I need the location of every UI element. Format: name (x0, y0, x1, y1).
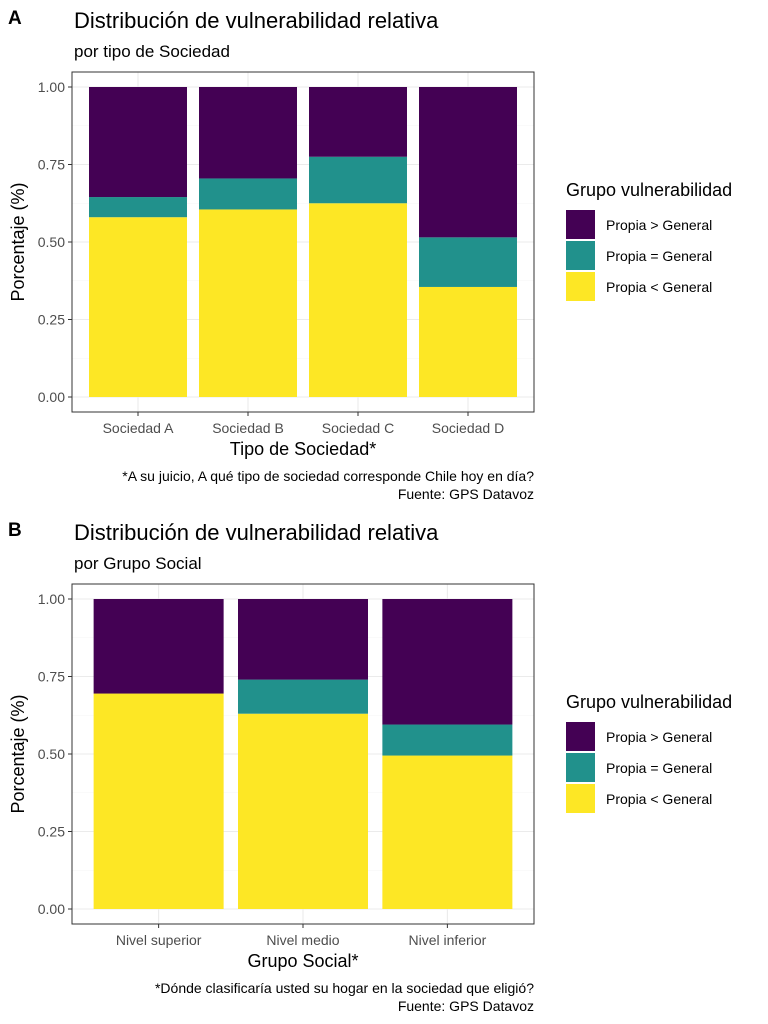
x-axis-title: Grupo Social* (247, 951, 358, 971)
bar-segment (309, 87, 407, 157)
y-tick-label: 0.50 (38, 234, 65, 250)
legend-key (566, 784, 595, 813)
legend-key (566, 241, 595, 270)
legend-key (566, 210, 595, 239)
y-tick-label: 0.25 (38, 824, 65, 840)
y-tick-label: 0.25 (38, 312, 65, 328)
bar-segment (199, 178, 297, 210)
legend-label: Propia < General (606, 791, 712, 807)
bar-segment (238, 599, 368, 680)
panel-label: B (8, 520, 22, 541)
bar-segment (199, 87, 297, 179)
x-tick-label: Sociedad C (322, 420, 394, 436)
y-tick-label: 1.00 (38, 591, 65, 607)
caption-source: Fuente: GPS Datavoz (398, 998, 534, 1014)
bar-segment (419, 286, 517, 397)
bar-segment (93, 599, 224, 694)
bar-segment (419, 237, 517, 287)
chart-subtitle: por Grupo Social (74, 554, 202, 573)
chart-title: Distribución de vulnerabilidad relativa (74, 520, 439, 545)
bar-segment (89, 197, 187, 218)
x-tick-label: Nivel medio (266, 932, 339, 948)
bar-segment (93, 693, 224, 909)
legend-label: Propia > General (606, 217, 712, 233)
y-axis-title: Porcentaje (%) (8, 182, 28, 301)
bar-segment (89, 87, 187, 198)
bar-segment (382, 599, 513, 725)
legend-key (566, 722, 595, 751)
legend: Grupo vulnerabilidad Propia > General Prop… (566, 180, 732, 301)
y-tick-label: 1.00 (38, 79, 65, 95)
caption-question: *Dónde clasificaría usted su hogar en la… (155, 980, 534, 996)
legend-key (566, 753, 595, 782)
chart-title: Distribución de vulnerabilidad relativa (74, 8, 439, 33)
chart-panel-a: A Distribución de vulnerabilidad relativa… (8, 8, 732, 502)
bar-segment (419, 87, 517, 238)
y-tick-label: 0.00 (38, 389, 65, 405)
bar-segment (309, 203, 407, 397)
y-tick-label: 0.00 (38, 901, 65, 917)
caption-source: Fuente: GPS Datavoz (398, 486, 534, 502)
x-tick-label: Sociedad A (103, 420, 174, 436)
bar-segment (199, 209, 297, 397)
bar-segment (89, 217, 187, 397)
x-axis-title: Tipo de Sociedad* (230, 439, 376, 459)
chart-subtitle: por tipo de Sociedad (74, 42, 230, 61)
legend-label: Propia > General (606, 729, 712, 745)
legend: Grupo vulnerabilidad Propia > General Prop… (566, 692, 732, 813)
bar-segment (382, 755, 513, 909)
bar-segment (382, 724, 513, 756)
chart-panel-b: B Distribución de vulnerabilidad relativa… (8, 520, 732, 1014)
x-tick-label: Nivel inferior (408, 932, 486, 948)
x-tick-label: Sociedad D (432, 420, 504, 436)
bar-segment (309, 156, 407, 204)
caption-question: *A su juicio, A qué tipo de sociedad cor… (122, 468, 534, 484)
legend-title: Grupo vulnerabilidad (566, 692, 732, 712)
legend-label: Propia < General (606, 279, 712, 295)
legend-title: Grupo vulnerabilidad (566, 180, 732, 200)
y-tick-label: 0.75 (38, 669, 65, 685)
y-axis-title: Porcentaje (%) (8, 694, 28, 813)
legend-key (566, 272, 595, 301)
legend-label: Propia = General (606, 760, 712, 776)
y-tick-label: 0.75 (38, 157, 65, 173)
panel-label: A (8, 8, 22, 29)
bar-segment (238, 679, 368, 714)
x-tick-label: Nivel superior (116, 932, 202, 948)
y-tick-label: 0.50 (38, 746, 65, 762)
bar-segment (238, 713, 368, 909)
x-tick-label: Sociedad B (212, 420, 284, 436)
legend-label: Propia = General (606, 248, 712, 264)
